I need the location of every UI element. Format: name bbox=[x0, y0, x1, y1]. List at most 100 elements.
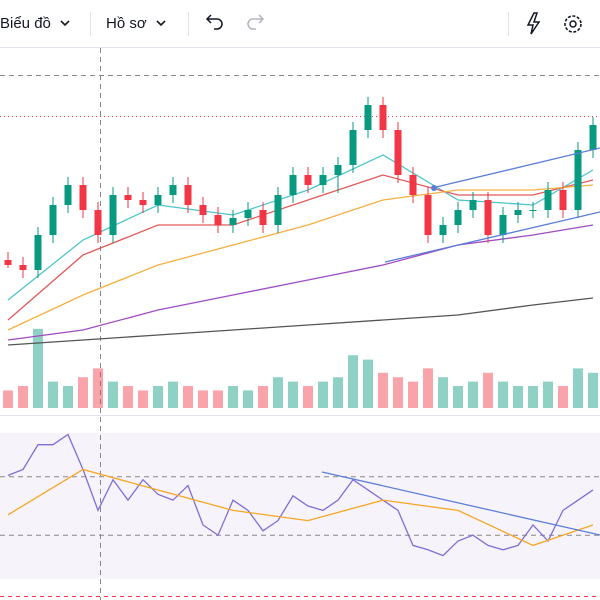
candle-body bbox=[409, 175, 417, 195]
candle-body bbox=[34, 235, 42, 270]
candle-body bbox=[109, 195, 117, 235]
redo-button[interactable] bbox=[247, 14, 265, 30]
volume-bar bbox=[348, 355, 358, 408]
candle-body bbox=[139, 200, 147, 205]
candle-body bbox=[559, 190, 567, 210]
candle-body bbox=[19, 265, 27, 270]
candle-body bbox=[274, 195, 282, 225]
volume-bar bbox=[423, 368, 433, 408]
channel-lower bbox=[384, 211, 600, 263]
candle-body bbox=[454, 210, 462, 225]
volume-bar bbox=[483, 372, 493, 408]
candle-body bbox=[469, 200, 477, 210]
candle-body bbox=[184, 185, 192, 205]
volume-bar bbox=[123, 386, 133, 408]
volume-bar bbox=[528, 386, 538, 408]
candle-body bbox=[94, 210, 102, 235]
volume-bar bbox=[48, 381, 58, 408]
volume-bar bbox=[153, 386, 163, 408]
volume-bar bbox=[273, 377, 283, 408]
rsi-line bbox=[7, 433, 594, 557]
volume-bar bbox=[333, 377, 343, 408]
candle-body bbox=[424, 195, 432, 235]
candle-body bbox=[259, 210, 267, 225]
volume-bar bbox=[213, 390, 223, 408]
volume-bar bbox=[183, 386, 193, 408]
candle-body bbox=[4, 260, 12, 265]
volume-bar bbox=[318, 381, 328, 408]
candle-body bbox=[529, 210, 537, 211]
plot bbox=[0, 97, 600, 557]
volume-bar bbox=[3, 390, 13, 408]
candle-body bbox=[334, 165, 342, 175]
anchor bbox=[431, 185, 437, 191]
candle-body bbox=[589, 125, 597, 150]
volume-bar bbox=[243, 390, 253, 408]
candle-body bbox=[394, 130, 402, 175]
volume-bar bbox=[198, 390, 208, 408]
volume-bar bbox=[288, 381, 298, 408]
chevron[interactable] bbox=[60, 20, 70, 27]
volume-bar bbox=[558, 386, 568, 408]
candle-body bbox=[289, 175, 297, 195]
channel-upper bbox=[431, 147, 600, 189]
volume-bar bbox=[108, 381, 118, 408]
volume-bar bbox=[138, 390, 148, 408]
volume-bar bbox=[78, 377, 88, 408]
indicator-line bbox=[7, 224, 594, 341]
volume-bar bbox=[63, 386, 73, 408]
undo-button[interactable] bbox=[205, 14, 223, 30]
candle-body bbox=[514, 210, 522, 215]
candle-body bbox=[199, 205, 207, 215]
volume-bar bbox=[588, 372, 598, 408]
candle-body bbox=[349, 130, 357, 165]
toolbar-bg bbox=[0, 0, 600, 47]
drawings bbox=[321, 147, 600, 536]
candle-body bbox=[574, 150, 582, 210]
candle-body bbox=[439, 225, 447, 235]
candle-body bbox=[214, 215, 222, 225]
volume-bar bbox=[438, 377, 448, 408]
volume-bar bbox=[18, 386, 28, 408]
candle-body bbox=[544, 190, 552, 210]
toolbar: Biểu đồ Hồ sơ bbox=[0, 0, 600, 48]
candle-body bbox=[244, 210, 252, 218]
volume-bar bbox=[453, 386, 463, 408]
chevron[interactable] bbox=[156, 20, 166, 27]
volume-bar bbox=[258, 386, 268, 408]
indicator-line bbox=[7, 184, 594, 331]
chart-menu[interactable]: Biểu đồ bbox=[0, 15, 51, 32]
rsi-panel-bg bbox=[0, 433, 600, 579]
volume-bar bbox=[378, 372, 388, 408]
candle-body bbox=[379, 105, 387, 130]
candle-body bbox=[364, 105, 372, 130]
indicator-line bbox=[7, 174, 594, 321]
rsi-trendline bbox=[321, 471, 600, 536]
candle-body bbox=[484, 200, 492, 235]
candle-body bbox=[124, 195, 132, 200]
candle-body bbox=[319, 175, 327, 185]
alert-button[interactable] bbox=[526, 12, 541, 35]
profile-menu[interactable]: Hồ sơ bbox=[106, 15, 147, 32]
candle-body bbox=[64, 185, 72, 205]
volume-bar bbox=[543, 381, 553, 408]
volume-bar bbox=[168, 381, 178, 408]
candle-body bbox=[304, 175, 312, 185]
candle-body bbox=[79, 185, 87, 210]
settings-button[interactable] bbox=[564, 15, 582, 33]
volume-bar bbox=[93, 368, 103, 408]
volume-bar bbox=[228, 386, 238, 408]
volume-bar bbox=[513, 386, 523, 408]
indicator-line bbox=[7, 468, 594, 547]
candle-body bbox=[229, 218, 237, 225]
indicator-line bbox=[7, 297, 594, 346]
volume-bar bbox=[393, 377, 403, 408]
volume-bar bbox=[498, 381, 508, 408]
volume-bar bbox=[363, 359, 373, 408]
candle-body bbox=[49, 205, 57, 235]
candle-body bbox=[154, 195, 162, 205]
volume-bar bbox=[33, 328, 43, 408]
volume-bar bbox=[573, 368, 583, 408]
volume-bar bbox=[303, 386, 313, 408]
